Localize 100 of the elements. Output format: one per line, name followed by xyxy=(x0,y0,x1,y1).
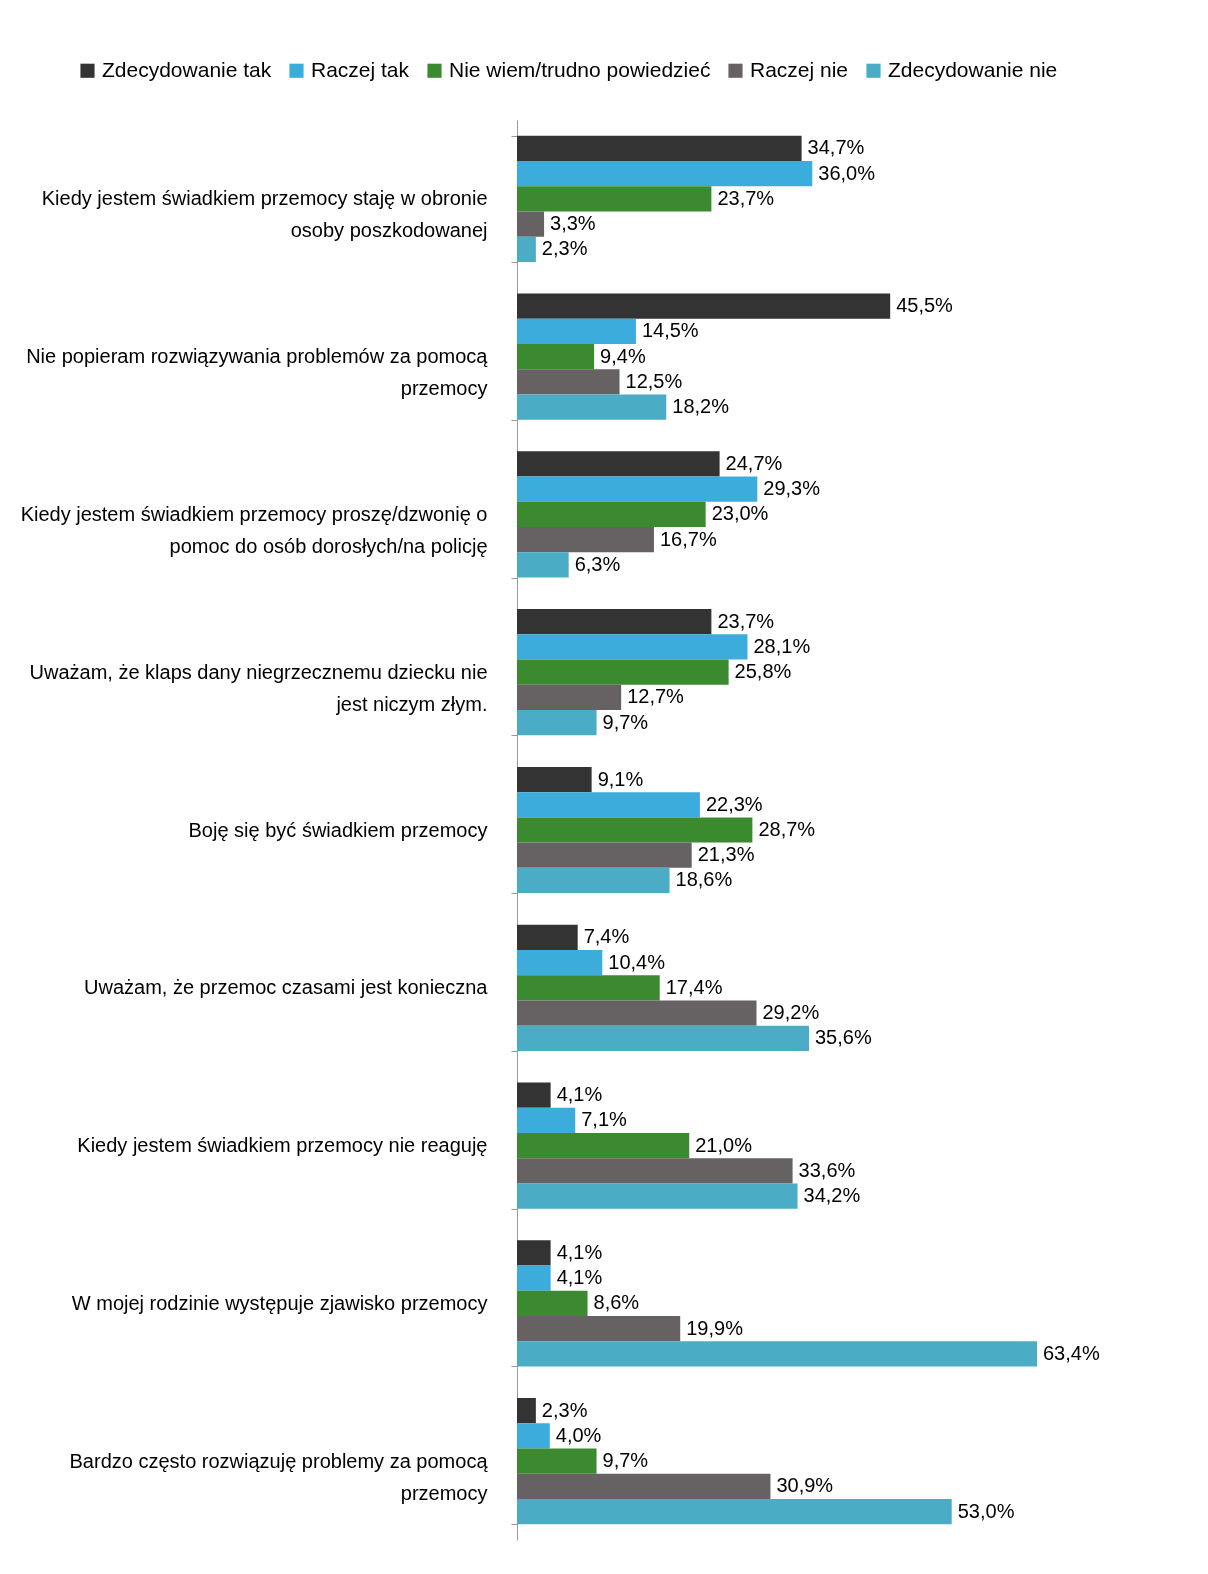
bar xyxy=(517,186,712,212)
data-label: 8,6% xyxy=(593,1291,640,1314)
bar xyxy=(517,1473,771,1499)
bar xyxy=(517,1132,690,1159)
data-label: 2,3% xyxy=(541,237,588,260)
data-label: 4,0% xyxy=(555,1423,602,1446)
data-label: 4,1% xyxy=(556,1266,603,1289)
bar xyxy=(517,867,670,894)
data-label: 7,1% xyxy=(581,1108,628,1131)
data-label: 12,7% xyxy=(627,685,685,708)
y-tick-label: W mojej rodzinie występuje zjawisko przemocy xyxy=(71,1291,488,1314)
bar xyxy=(517,710,597,736)
data-label: 3,3% xyxy=(550,212,596,235)
legend-label: Raczej tak xyxy=(311,57,410,81)
data-label: 33,6% xyxy=(798,1158,856,1181)
bar xyxy=(517,766,592,793)
data-label: 45,5% xyxy=(896,294,954,317)
bar xyxy=(517,394,667,420)
bar xyxy=(517,135,802,162)
data-label: 22,3% xyxy=(705,792,763,815)
data-label: 4,1% xyxy=(556,1083,603,1106)
y-tick-label: Nie popieram rozwiązywania problemów za pomocą przemocy xyxy=(26,345,489,400)
data-label: 16,7% xyxy=(659,527,717,550)
bar xyxy=(517,369,620,395)
bar xyxy=(517,501,706,528)
bar xyxy=(517,1158,793,1184)
bar xyxy=(517,318,636,345)
legend-label: Raczej nie xyxy=(750,57,849,81)
y-tick-label: Kiedy jestem świadkiem przemocy staję w obronie osoby poszkodowanej xyxy=(41,187,488,242)
data-label: 9,1% xyxy=(597,767,644,790)
bar xyxy=(517,1265,551,1291)
bar xyxy=(517,451,720,477)
data-label: 23,7% xyxy=(717,186,775,209)
legend-label: Nie wiem/trudno powiedzieć xyxy=(449,57,711,81)
y-tick-label: Kiedy jestem świadkiem przemocy nie reaguję xyxy=(77,1134,488,1157)
data-label: 14,5% xyxy=(641,319,699,342)
bar xyxy=(517,236,536,262)
legend-label: Zdecydowanie tak xyxy=(102,57,272,81)
bar xyxy=(517,161,813,187)
data-label: 35,6% xyxy=(814,1026,872,1049)
bar xyxy=(517,817,753,843)
data-label: 28,1% xyxy=(753,634,811,657)
data-label: 18,2% xyxy=(672,395,730,418)
bar xyxy=(517,684,622,711)
data-label: 30,9% xyxy=(776,1474,834,1497)
bar xyxy=(517,476,758,502)
bar xyxy=(517,527,654,553)
bar xyxy=(517,659,729,685)
y-tick-label: Uważam, że przemoc czasami jest konieczna xyxy=(84,976,489,999)
bar xyxy=(517,1423,550,1449)
bar xyxy=(517,344,595,370)
bar xyxy=(517,975,660,1001)
data-label: 29,2% xyxy=(762,1001,820,1024)
data-label: 34,7% xyxy=(807,136,865,159)
data-label: 4,1% xyxy=(556,1240,603,1263)
bar xyxy=(517,211,545,237)
bar xyxy=(517,552,569,578)
data-label: 25,8% xyxy=(734,660,792,683)
legend-label: Zdecydowanie nie xyxy=(888,57,1058,81)
data-label: 29,3% xyxy=(763,477,821,500)
data-label: 9,7% xyxy=(602,1449,649,1472)
data-label: 19,9% xyxy=(686,1316,744,1339)
data-label: 12,5% xyxy=(625,369,683,392)
data-label: 63,4% xyxy=(1043,1341,1100,1364)
data-label: 23,0% xyxy=(711,502,769,525)
bar xyxy=(517,609,712,635)
data-label: 9,4% xyxy=(600,344,646,367)
data-label: 18,6% xyxy=(675,868,733,891)
bar xyxy=(517,842,692,868)
bar xyxy=(517,1341,1037,1367)
y-tick-label: Bardzo często rozwiązuję problemy za pomocą przemocy xyxy=(69,1449,489,1504)
bar xyxy=(517,1240,551,1266)
data-label: 24,7% xyxy=(725,451,783,474)
data-label: 21,0% xyxy=(695,1133,753,1156)
bar xyxy=(517,1498,952,1525)
data-label: 17,4% xyxy=(665,975,723,998)
data-label: 28,7% xyxy=(758,818,816,840)
data-label: 10,4% xyxy=(608,950,666,973)
bar xyxy=(517,1082,551,1108)
data-label: 9,7% xyxy=(602,710,649,733)
bar xyxy=(517,792,700,818)
data-label: 36,0% xyxy=(818,161,876,184)
bar xyxy=(517,1000,757,1026)
data-label: 21,3% xyxy=(697,843,755,866)
bar xyxy=(517,1315,681,1342)
data-label: 53,0% xyxy=(957,1499,1015,1522)
bar xyxy=(517,634,748,660)
data-label: 34,2% xyxy=(803,1184,861,1207)
bar xyxy=(517,1183,798,1209)
data-label: 7,4% xyxy=(583,925,630,948)
bar xyxy=(517,1398,536,1424)
bar xyxy=(517,924,578,950)
data-label: 2,3% xyxy=(541,1398,588,1421)
bar xyxy=(517,949,603,976)
data-label: 23,7% xyxy=(717,609,775,632)
y-tick-label: Boję się być świadkiem przemocy xyxy=(188,818,488,841)
bar xyxy=(517,1107,576,1133)
y-tick-label: Kiedy jestem świadkiem przemocy proszę/dzwonię o pomoc do osób dorosłych/na policję xyxy=(20,502,488,557)
bar xyxy=(517,1025,809,1051)
bar xyxy=(517,1448,597,1474)
